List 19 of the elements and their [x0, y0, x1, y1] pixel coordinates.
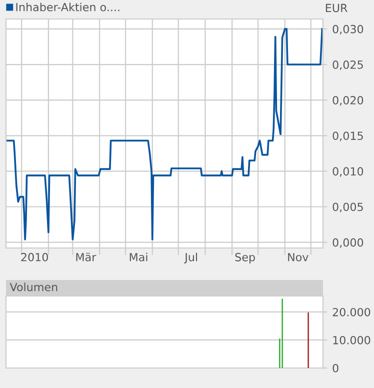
y-tick-label: 0,010 [332, 167, 364, 177]
y-tick-label: 10.000 [333, 336, 370, 344]
y-tick-label: 0,005 [332, 202, 363, 212]
x-tick-label: 2010 [21, 252, 48, 262]
y-tick-label: 0,020 [332, 96, 364, 106]
x-tick-label: Mai [130, 252, 148, 262]
legend-label: Inhaber-Aktien o.... [16, 2, 120, 12]
y-tick-label: 0,025 [332, 60, 363, 70]
y-tick-label: 0,015 [332, 132, 363, 142]
y-tick-label: 0,030 [332, 24, 364, 34]
x-tick-label: Nov [288, 253, 308, 262]
x-tick-label: Jul [184, 252, 198, 264]
y-tick-label: 0,000 [332, 238, 364, 248]
x-tick-label: Mär [76, 252, 96, 262]
y-tick-label: 20.000 [332, 308, 370, 316]
x-tick-label: Sep [235, 252, 255, 264]
chart-title: Volumen [10, 282, 58, 292]
y-axis-title: EUR [326, 4, 348, 12]
y-tick-label: 0 [332, 364, 338, 372]
